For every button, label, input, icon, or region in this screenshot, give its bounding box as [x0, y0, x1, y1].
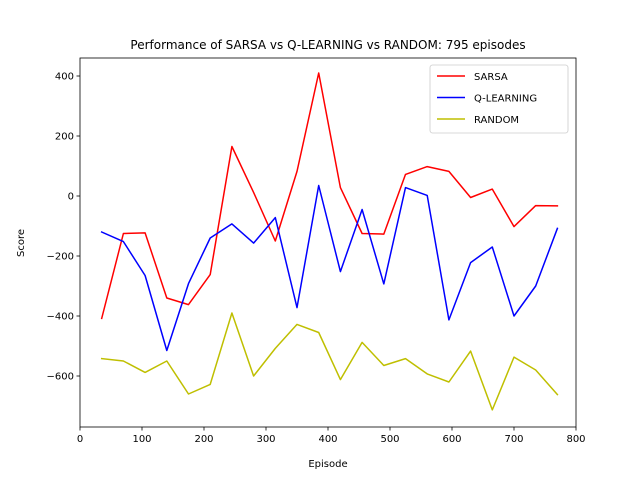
series-line-q-learning [100, 184, 559, 352]
y-tick-label: 200 [55, 132, 74, 143]
x-tick-label: 300 [256, 434, 275, 445]
y-axis-label: Score [16, 229, 27, 257]
series-line-random [100, 312, 559, 411]
x-tick-label: 500 [380, 434, 399, 445]
x-tick-label: 0 [77, 434, 83, 445]
legend-label-sarsa: SARSA [474, 72, 508, 83]
legend: SARSA Q-LEARNING RANDOM [429, 64, 569, 134]
y-tick-label: −600 [47, 372, 74, 383]
legend-label-q-learning: Q-LEARNING [474, 94, 537, 105]
x-tick-label: 400 [318, 434, 337, 445]
series-line-sarsa [100, 72, 559, 320]
plot-area: 0 100 200 300 400 500 600 700 800 −600 −400 −200 0 20… [47, 57, 586, 445]
x-tick-label: 100 [132, 434, 151, 445]
y-tick-label: 400 [55, 72, 74, 83]
x-tick-label: 600 [442, 434, 461, 445]
legend-box [429, 64, 569, 134]
x-tick-label: 700 [504, 434, 523, 445]
chart-title: Performance of SARSA vs Q-LEARNING vs RA… [130, 38, 525, 52]
x-axis-label: Episode [308, 459, 347, 470]
x-tick-label: 800 [566, 434, 585, 445]
y-tick-label: 0 [68, 192, 74, 203]
x-tick-label: 200 [194, 434, 213, 445]
y-tick-label: −400 [47, 312, 74, 323]
y-tick-label: −200 [47, 252, 74, 263]
legend-label-random: RANDOM [474, 115, 519, 126]
